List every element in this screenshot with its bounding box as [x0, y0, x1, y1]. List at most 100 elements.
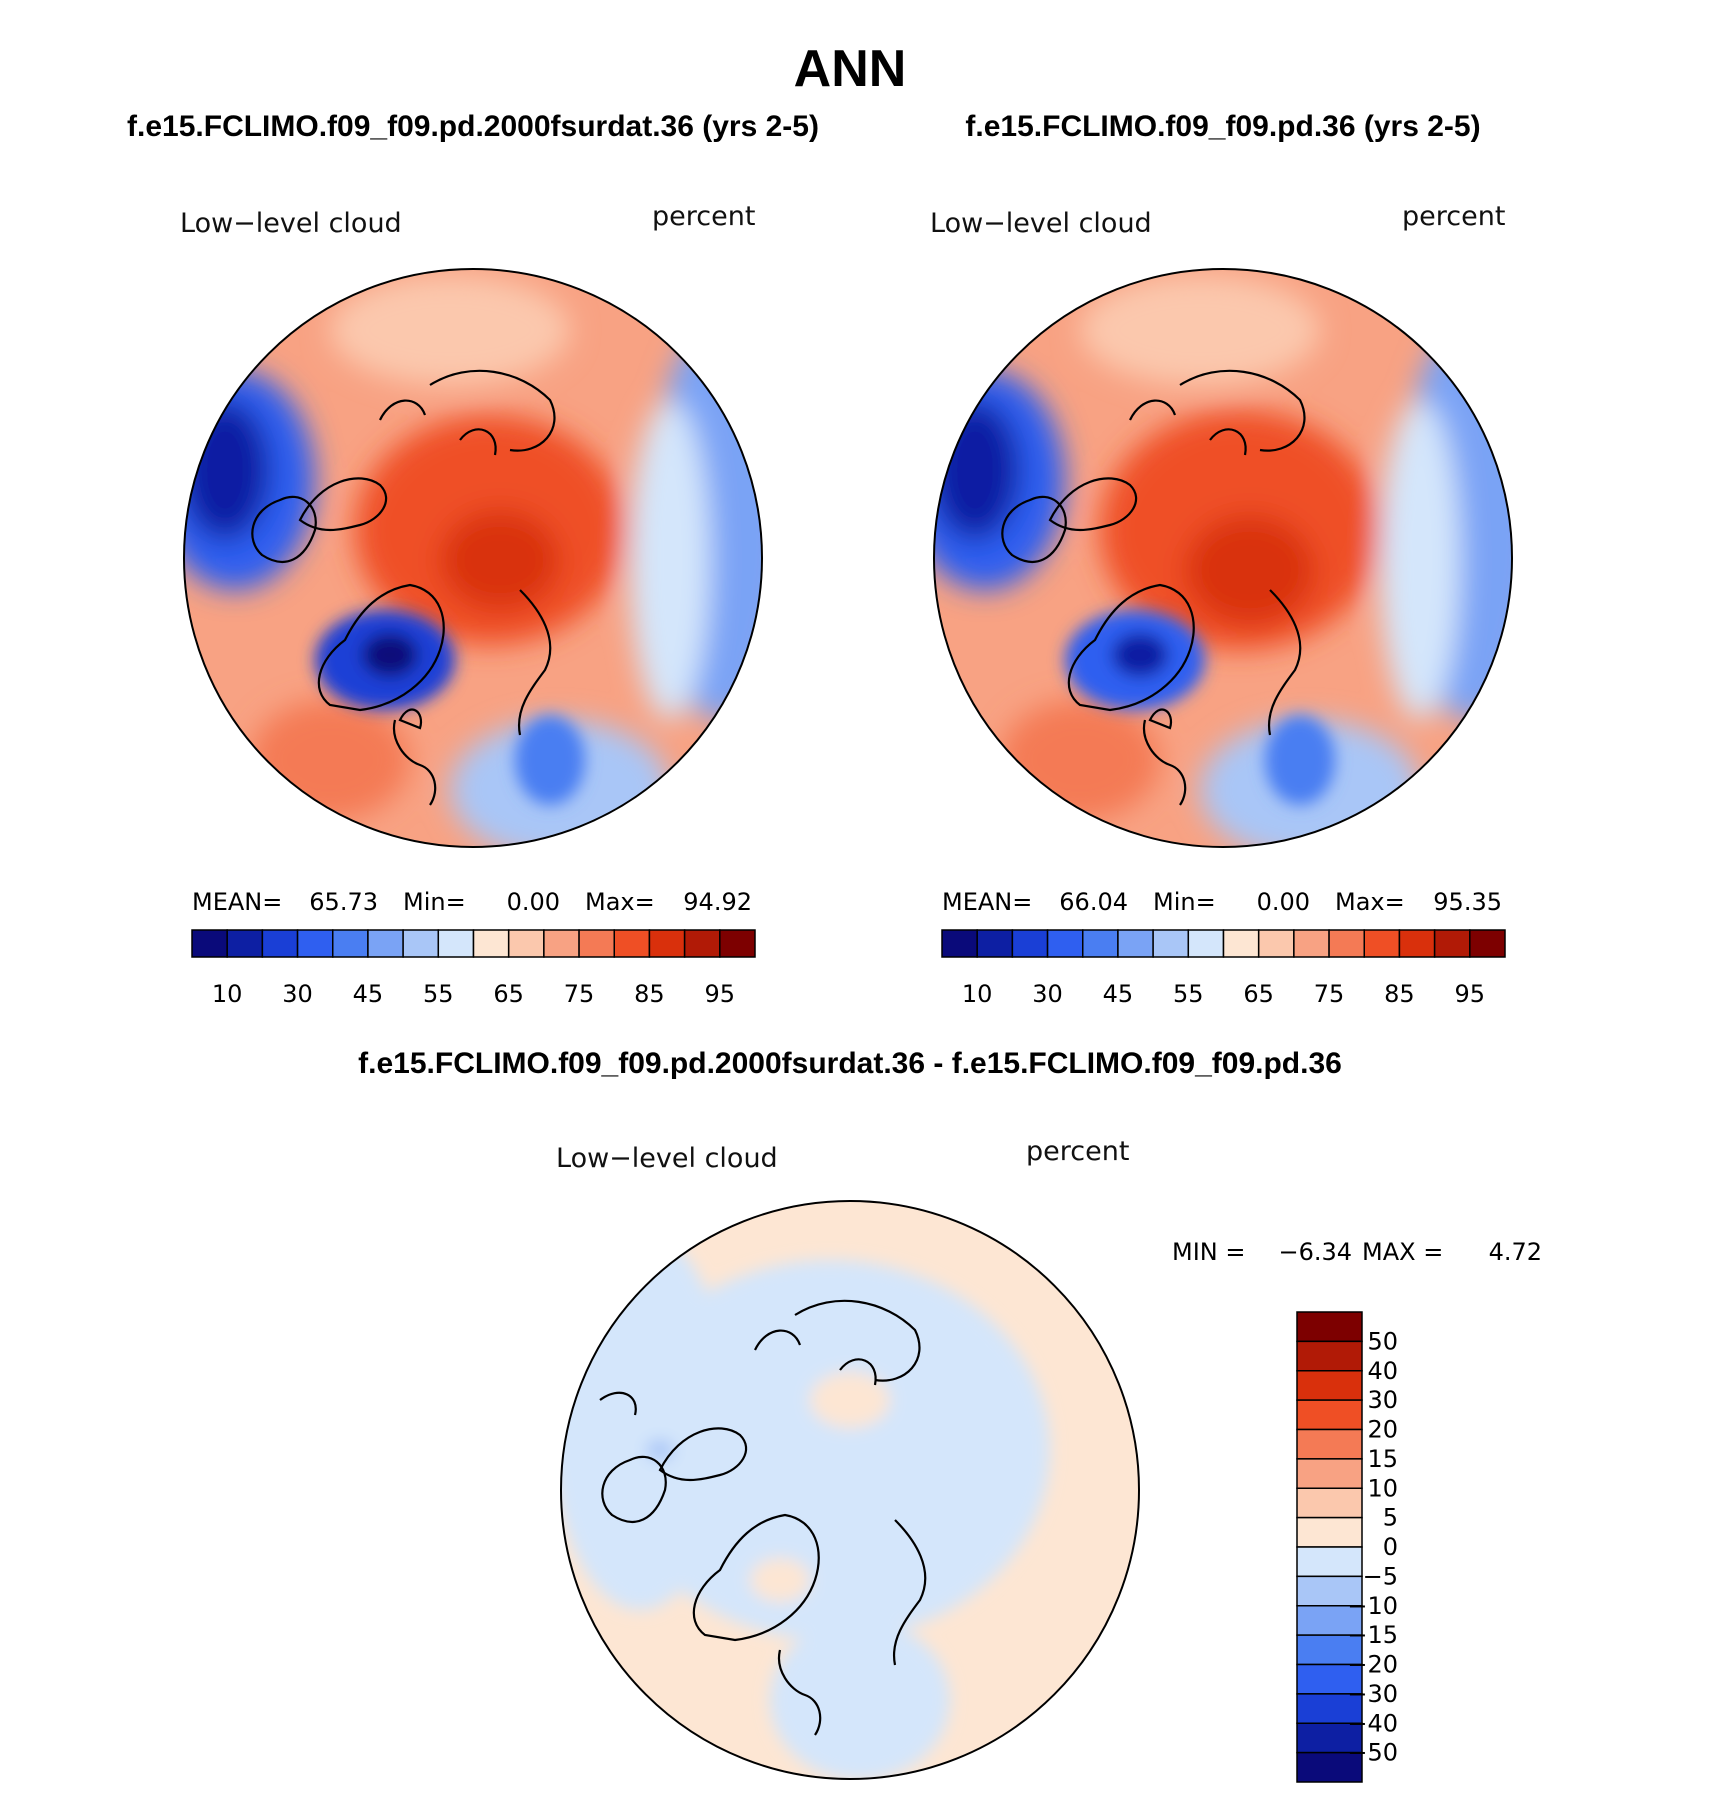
colorbar-tick-label: 65 [493, 980, 524, 1008]
colorbar-swatch [296, 929, 334, 958]
colorbar-control [941, 929, 1506, 958]
colorbar-tick-label: 15 [1367, 1445, 1398, 1473]
field-negative-speck [646, 1440, 674, 1460]
panel-diff: f.e15.FCLIMO.f09_f09.pd.2000fsurdat.36 -… [358, 1047, 1542, 1783]
stat-mean-label: MEAN= [942, 888, 1032, 916]
stat-mean-label: MEAN= [192, 888, 282, 916]
colorbar-tick-label: 10 [212, 980, 243, 1008]
panel-case-units: percent [652, 201, 755, 232]
field-greenland-core [1112, 633, 1168, 677]
field-negative-south [770, 1620, 950, 1779]
coastlines [1001, 369, 1306, 806]
panel-case-title: f.e15.FCLIMO.f09_f09.pd.2000fsurdat.36 (… [127, 110, 819, 143]
colorbar-tick-label: 40 [1367, 1357, 1398, 1385]
field-lightblue-east [630, 400, 710, 720]
colorbar-tick-label: 65 [1243, 980, 1274, 1008]
stat-min-label: Min= [403, 888, 466, 916]
colorbar-swatch [226, 929, 264, 958]
stat-max-value: 95.35 [1433, 888, 1502, 916]
colorbar-swatch [1328, 929, 1365, 958]
coastlines [251, 369, 556, 806]
field-negative-west [561, 1230, 730, 1610]
field-peach-north [330, 275, 570, 385]
colorbar-diff [1296, 1311, 1363, 1783]
colorbar-tick-label: −10 [1347, 1592, 1398, 1620]
stat-max-label: Max= [585, 888, 655, 916]
field-greenland-core [362, 633, 418, 677]
colorbar-tick-label: 75 [564, 980, 595, 1008]
field-red-south [250, 700, 410, 820]
stat-mean-value: 65.73 [309, 888, 378, 916]
field-positive-pocket [810, 1372, 890, 1428]
colorbar-tick-label: 50 [1367, 1327, 1398, 1355]
colorbar-case [191, 929, 756, 958]
colorbar-swatch [1296, 1458, 1363, 1489]
colorbar-swatch [613, 929, 651, 958]
colorbar-swatch [1433, 929, 1471, 958]
colorbar-tick-label: −50 [1347, 1739, 1398, 1767]
stat-mean-value: 66.04 [1059, 888, 1128, 916]
stat-max-label: Max= [1335, 888, 1405, 916]
panel-diff-title: f.e15.FCLIMO.f09_f09.pd.2000fsurdat.36 -… [358, 1047, 1342, 1080]
panel-diff-map [561, 1201, 1139, 1779]
colorbar-swatch [1187, 929, 1225, 958]
colorbar-swatch [332, 929, 369, 958]
colorbar-tick-label: 0 [1383, 1533, 1398, 1561]
colorbar-swatch [507, 929, 545, 958]
map-outline [560, 1200, 1140, 1780]
colorbar-swatch [683, 929, 721, 958]
colorbar-tick-label: 10 [962, 980, 993, 1008]
colorbar-swatch [941, 929, 978, 958]
panel-diff-variable: Low−level cloud [556, 1143, 778, 1174]
colorbar-swatch [1293, 929, 1330, 958]
colorbar-swatch [719, 929, 756, 958]
colorbar-control-ticks: 10 30 45 55 65 75 85 95 [962, 980, 1485, 1008]
colorbar-tick-label: 75 [1314, 980, 1345, 1008]
colorbar-swatch [367, 929, 404, 958]
colorbar-swatch [1046, 929, 1084, 958]
colorbar-tick-label: −40 [1347, 1709, 1398, 1737]
colorbar-swatch [1296, 1546, 1363, 1578]
colorbar-swatch [1296, 1722, 1363, 1754]
colorbar-tick-label: 30 [1367, 1386, 1398, 1414]
stat-min-value: 0.00 [1257, 888, 1310, 916]
colorbar-tick-label: 30 [282, 980, 313, 1008]
colorbar-swatch [1469, 929, 1506, 958]
map-outline [933, 268, 1513, 848]
panel-case-map [184, 269, 762, 847]
stat-min-label: Min= [1153, 888, 1216, 916]
panel-case: f.e15.FCLIMO.f09_f09.pd.2000fsurdat.36 (… [127, 110, 819, 1008]
colorbar-tick-label: −15 [1347, 1621, 1398, 1649]
coastlines [599, 1299, 927, 1736]
map-outline [183, 268, 763, 848]
colorbar-swatch [1296, 1516, 1363, 1548]
field-darkred-central [1185, 515, 1315, 625]
colorbar-swatch [1222, 929, 1260, 958]
colorbar-swatch [261, 929, 299, 958]
field-scandinavia-blue [515, 715, 585, 805]
stat-max-label: MAX = [1362, 1238, 1443, 1266]
colorbar-tick-label: 85 [1384, 980, 1415, 1008]
panel-control-units: percent [1402, 201, 1505, 232]
field-red-south [1000, 700, 1160, 820]
colorbar-tick-label: 45 [1103, 980, 1134, 1008]
colorbar-swatch [976, 929, 1014, 958]
stat-min-value: 0.00 [507, 888, 560, 916]
colorbar-swatch [543, 929, 580, 958]
colorbar-swatch [402, 929, 440, 958]
colorbar-swatch [191, 929, 228, 958]
field-scandinavia-blue [1265, 715, 1335, 805]
panel-diff-units: percent [1026, 1136, 1129, 1167]
panel-control-map [934, 269, 1512, 847]
colorbar-tick-label: −30 [1347, 1680, 1398, 1708]
figure-title: ANN [794, 40, 907, 98]
colorbar-swatch [1296, 1693, 1363, 1724]
stat-min-label: MIN = [1172, 1238, 1245, 1266]
panel-case-variable: Low−level cloud [180, 208, 402, 239]
colorbar-tick-label: 10 [1367, 1474, 1398, 1502]
colorbar-tick-label: 5 [1383, 1504, 1398, 1532]
field-positive-pocket-2 [750, 1558, 810, 1602]
colorbar-swatch [1296, 1340, 1363, 1372]
